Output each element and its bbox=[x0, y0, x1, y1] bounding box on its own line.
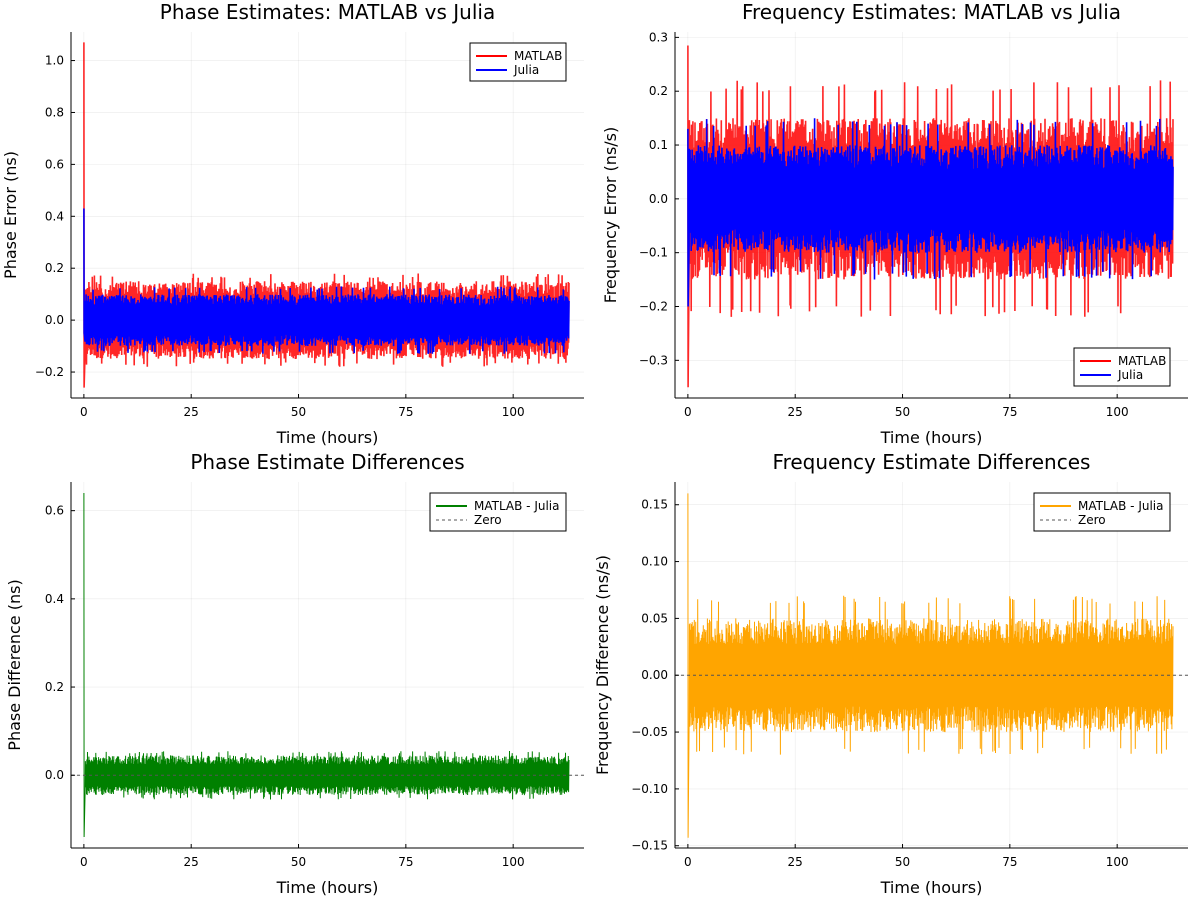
chart-panel-1: 0 25 50 75 100 −0.2 0.0 0.2 0.4 0.6 0.8 1.0 Phase Es… bbox=[1, 0, 584, 447]
x-tick-label: 75 bbox=[398, 405, 413, 419]
y-tick-label: −0.2 bbox=[35, 365, 64, 379]
y-tick-label: 0.6 bbox=[45, 504, 64, 518]
legend-label: Julia bbox=[1117, 368, 1143, 382]
x-tick-label: 100 bbox=[502, 855, 525, 869]
x-tick-label: 50 bbox=[291, 855, 306, 869]
x-axis-label: Time (hours) bbox=[880, 428, 983, 447]
y-axis-label: Phase Difference (ns) bbox=[5, 579, 24, 750]
y-tick-label: 0.0 bbox=[649, 192, 668, 206]
series-line-julia bbox=[83, 208, 570, 354]
y-tick-label: 0.2 bbox=[45, 680, 64, 694]
chart-panel-4: 0 25 50 75 100 −0.15 −0.10 −0.05 0.00 0.05 0.10 0.1… bbox=[593, 450, 1188, 897]
x-tick-label: 0 bbox=[80, 855, 88, 869]
x-tick-label: 50 bbox=[291, 405, 306, 419]
legend-label: MATLAB bbox=[514, 49, 562, 63]
y-axis-label: Phase Error (ns) bbox=[1, 151, 20, 279]
chart-panel-3: 0 25 50 75 100 0.0 0.2 0.4 0.6 Phase Estimate Dif… bbox=[5, 450, 584, 897]
x-tick-label: 100 bbox=[1106, 405, 1129, 419]
x-tick-label: 100 bbox=[502, 405, 525, 419]
y-tick-label: 0.05 bbox=[641, 611, 668, 625]
y-tick-label: −0.1 bbox=[639, 246, 668, 260]
chart-title: Frequency Estimate Differences bbox=[773, 450, 1091, 474]
series-line-matlab-julia bbox=[687, 493, 1174, 838]
x-tick-label: 100 bbox=[1106, 855, 1129, 869]
chart-title: Phase Estimate Differences bbox=[190, 450, 464, 474]
y-tick-label: −0.2 bbox=[639, 300, 668, 314]
legend-box bbox=[429, 492, 567, 532]
y-tick-label: 0.3 bbox=[649, 30, 668, 44]
y-tick-label: 0.2 bbox=[649, 84, 668, 98]
series-line-julia bbox=[687, 118, 1174, 307]
legend-box bbox=[1033, 492, 1171, 532]
y-tick-label: −0.3 bbox=[639, 353, 668, 367]
y-tick-label: 0.0 bbox=[45, 768, 64, 782]
legend-label: MATLAB - Julia bbox=[474, 499, 560, 513]
legend-label: Zero bbox=[474, 513, 502, 527]
y-axis-label: Frequency Error (ns/s) bbox=[601, 127, 620, 304]
x-tick-label: 75 bbox=[398, 855, 413, 869]
x-tick-label: 25 bbox=[788, 855, 803, 869]
x-tick-label: 25 bbox=[788, 405, 803, 419]
y-tick-label: 0.0 bbox=[45, 313, 64, 327]
y-tick-label: 0.4 bbox=[45, 592, 64, 606]
legend-label: Julia bbox=[513, 63, 539, 77]
chart-title: Phase Estimates: MATLAB vs Julia bbox=[160, 0, 495, 24]
y-axis-label: Frequency Difference (ns/s) bbox=[593, 555, 612, 775]
x-axis-label: Time (hours) bbox=[276, 878, 379, 897]
y-tick-label: 0.8 bbox=[45, 105, 64, 119]
y-tick-label: 0.00 bbox=[641, 668, 668, 682]
y-tick-label: 1.0 bbox=[45, 54, 64, 68]
x-tick-label: 0 bbox=[684, 405, 692, 419]
legend-label: Zero bbox=[1078, 513, 1106, 527]
y-tick-label: 0.2 bbox=[45, 261, 64, 275]
legend-label: MATLAB - Julia bbox=[1078, 499, 1164, 513]
y-tick-label: 0.15 bbox=[641, 498, 668, 512]
x-axis-label: Time (hours) bbox=[880, 878, 983, 897]
series-line-matlab-julia bbox=[83, 492, 570, 838]
legend-box bbox=[469, 42, 567, 82]
legend-box bbox=[1073, 347, 1171, 387]
legend-label: MATLAB bbox=[1118, 354, 1166, 368]
x-tick-label: 25 bbox=[184, 405, 199, 419]
x-tick-label: 50 bbox=[895, 855, 910, 869]
x-axis-label: Time (hours) bbox=[276, 428, 379, 447]
chart-panel-2: 0 25 50 75 100 −0.3 −0.2 −0.1 0.0 0.1 0.2 0.3 Freque… bbox=[601, 0, 1188, 447]
x-tick-label: 75 bbox=[1002, 405, 1017, 419]
y-tick-label: −0.15 bbox=[631, 839, 668, 853]
y-tick-label: 0.6 bbox=[45, 157, 64, 171]
y-tick-label: −0.10 bbox=[631, 782, 668, 796]
chart-title: Frequency Estimates: MATLAB vs Julia bbox=[742, 0, 1121, 24]
y-tick-label: 0.4 bbox=[45, 209, 64, 223]
y-tick-label: −0.05 bbox=[631, 725, 668, 739]
x-tick-label: 0 bbox=[80, 405, 88, 419]
y-tick-label: 0.10 bbox=[641, 555, 668, 569]
x-tick-label: 50 bbox=[895, 405, 910, 419]
y-tick-label: 0.1 bbox=[649, 138, 668, 152]
x-tick-label: 75 bbox=[1002, 855, 1017, 869]
x-tick-label: 0 bbox=[684, 855, 692, 869]
x-tick-label: 25 bbox=[184, 855, 199, 869]
